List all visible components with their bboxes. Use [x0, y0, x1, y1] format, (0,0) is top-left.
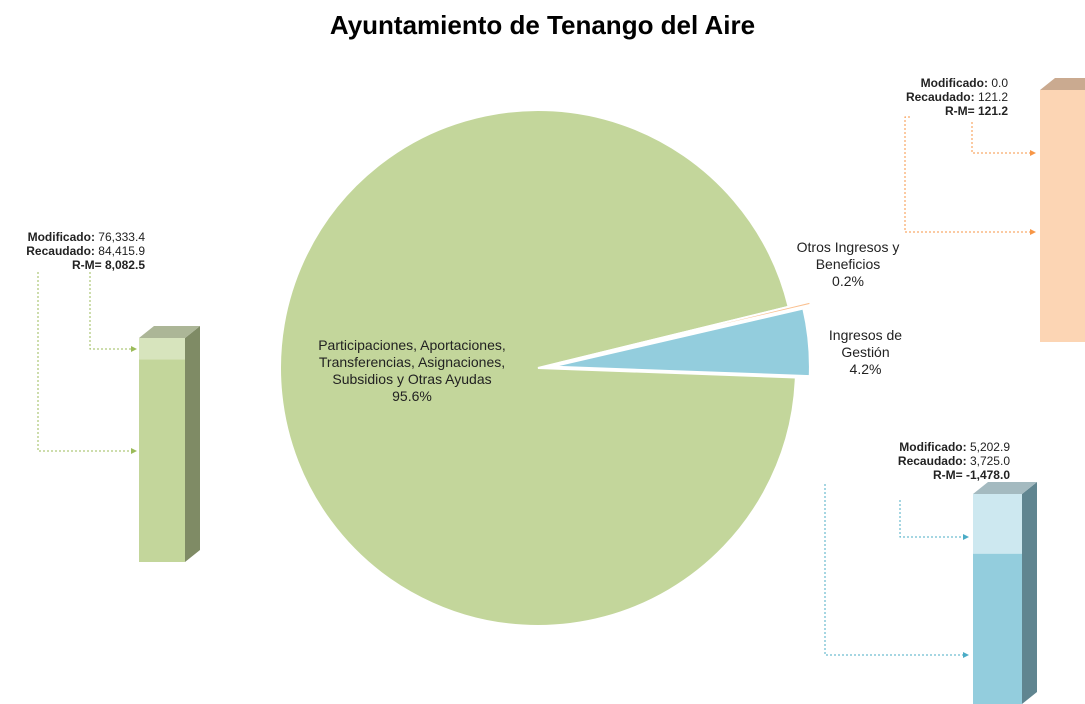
detail-label: R-M= [71, 258, 102, 272]
detail-label: Modificado: [27, 230, 95, 244]
category-label: Otros Ingresos y Beneficios [796, 239, 900, 272]
detail-value: 8,082.5 [104, 258, 145, 272]
detail-value: 76,333.4 [98, 230, 145, 244]
detail-block: Modificado: 5,202.9 Recaudado: 3,725.0 R-M… [780, 440, 1010, 482]
connector [89, 272, 137, 352]
percent-label: 0.2% [832, 273, 864, 289]
pie-slice [279, 109, 797, 627]
chart-title: Ayuntamiento de Tenango del Aire [329, 10, 756, 40]
column-top [139, 338, 185, 360]
detail-value: 121.2 [977, 104, 1008, 118]
column-base [973, 553, 1022, 704]
column-cap [139, 326, 200, 338]
detail-block: Modificado: 0.0 Recaudado: 121.2 R-M= 121.… [840, 76, 1008, 118]
connector [37, 272, 137, 454]
detail-value: 84,415.9 [98, 244, 145, 258]
percent-label: 4.2% [849, 361, 882, 377]
detail-value: 121.2 [977, 90, 1008, 104]
detail-line: R-M= 121.2 [840, 104, 1008, 118]
column-side [185, 326, 200, 562]
slice-label: Ingresos de Gestión 4.2% [818, 327, 913, 378]
detail-line: R-M= 8,082.5 [5, 258, 145, 272]
detail-value: -1,478.0 [965, 468, 1010, 482]
slice-label: Otros Ingresos y Beneficios 0.2% [788, 239, 908, 290]
connector [971, 122, 1036, 156]
detail-label: R-M= [944, 104, 975, 118]
connector [899, 500, 969, 540]
detail-line: Modificado: 0.0 [840, 76, 1008, 90]
detail-line: Recaudado: 3,725.0 [780, 454, 1010, 468]
detail-label: Recaudado: [905, 90, 975, 104]
detail-label: R-M= [932, 468, 963, 482]
category-label: Ingresos de Gestión [828, 327, 903, 360]
connector [904, 116, 1036, 235]
connectors [37, 116, 1036, 658]
detail-label: Recaudado: [26, 244, 95, 258]
column [973, 482, 1037, 704]
detail-value: 5,202.9 [969, 440, 1010, 454]
column-cap [973, 482, 1037, 494]
column-base [139, 359, 185, 562]
slice-label: Participaciones, Aportaciones, Transfere… [297, 337, 527, 405]
column-top [1040, 90, 1085, 342]
column-top [973, 494, 1022, 554]
column-cap [1040, 78, 1085, 90]
detail-block: Modificado: 76,333.4 Recaudado: 84,415.9 R… [5, 230, 145, 272]
detail-value: 3,725.0 [969, 454, 1010, 468]
detail-line: Recaudado: 121.2 [840, 90, 1008, 104]
detail-label: Modificado: [920, 76, 988, 90]
detail-value: 0.0 [991, 76, 1008, 90]
detail-line: Recaudado: 84,415.9 [5, 244, 145, 258]
column [1040, 78, 1085, 342]
detail-line: Modificado: 76,333.4 [5, 230, 145, 244]
detail-line: Modificado: 5,202.9 [780, 440, 1010, 454]
category-label: Participaciones, Aportaciones, Transfere… [318, 337, 506, 387]
detail-label: Recaudado: [897, 454, 967, 468]
percent-label: 95.6% [392, 388, 432, 404]
detail-label: Modificado: [899, 440, 967, 454]
pie-slice [559, 300, 812, 364]
column [139, 326, 200, 562]
connector [824, 484, 969, 658]
detail-line: R-M= -1,478.0 [780, 468, 1010, 482]
pie-slice [551, 307, 811, 378]
column-side [1022, 482, 1037, 704]
